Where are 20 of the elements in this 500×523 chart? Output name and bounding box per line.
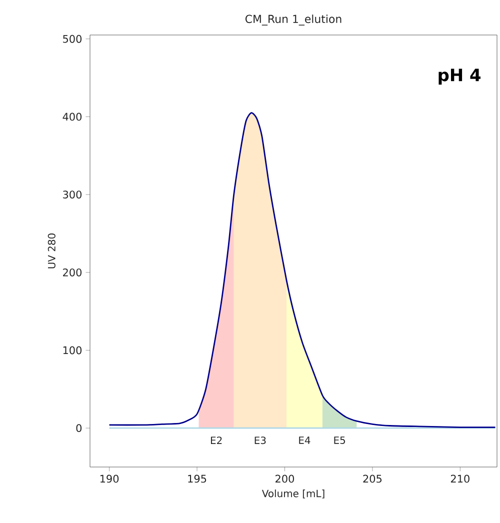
annotation: pH 4 [438, 68, 480, 85]
series-label: E4 [299, 436, 310, 444]
series-label: E5 [334, 436, 346, 444]
y-tick-label: 200 [63, 268, 82, 276]
y-axis-title: UV 280 [48, 234, 56, 268]
x-tick-label: 195 [188, 474, 206, 483]
x-tick-label: 200 [276, 474, 294, 483]
x-tick-label: 205 [363, 474, 382, 483]
line-series [108, 112, 496, 428]
x-axis-title: Volume [mL] [262, 490, 324, 498]
x-tick-label: 210 [450, 474, 470, 483]
y-tick-label: 400 [62, 112, 82, 121]
series-label: E2 [210, 436, 222, 444]
chart-title: CM_Run 1_elution [245, 14, 342, 26]
x-tick-label: 190 [100, 474, 119, 483]
y-tick-label: 300 [63, 190, 82, 199]
y-tick-label: 100 [63, 346, 82, 354]
y-tick-label: 500 [63, 34, 82, 43]
series-label: E3 [254, 436, 266, 444]
y-tick-label: 0 [76, 424, 82, 432]
